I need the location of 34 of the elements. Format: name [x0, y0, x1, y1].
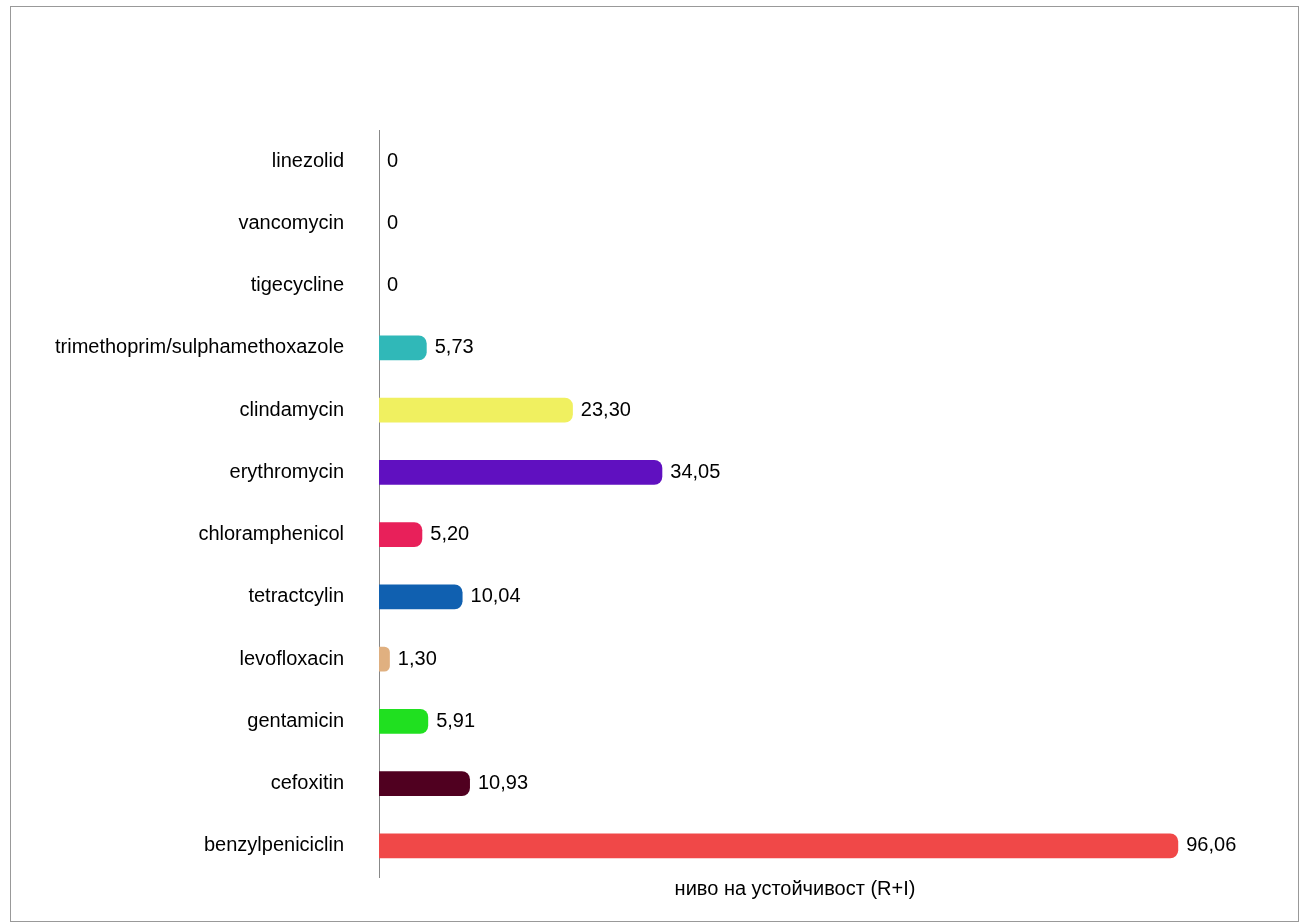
- data-label: 34,05: [670, 459, 721, 482]
- y-tick-label: levofloxacin: [239, 646, 345, 669]
- data-label: 5,91: [436, 708, 476, 731]
- data-label: 5,20: [430, 522, 470, 545]
- bar: [379, 771, 470, 797]
- bar: [379, 522, 423, 548]
- data-label: 0: [387, 210, 399, 233]
- bar: [379, 459, 663, 485]
- bar: [379, 646, 390, 672]
- data-label: 10,93: [477, 771, 529, 794]
- data-label: 5,73: [434, 335, 474, 358]
- bar: [379, 397, 573, 423]
- data-label: 10,04: [470, 584, 521, 607]
- y-tick-label: gentamicin: [247, 708, 345, 731]
- y-tick-label: tigecycline: [250, 273, 345, 296]
- y-tick-label: linezolid: [271, 148, 345, 171]
- y-tick-label: trimethoprim/sulphamethoxazole: [54, 335, 345, 358]
- x-axis-title: ниво на устойчивост (R+I): [674, 876, 916, 899]
- data-label: 1,30: [397, 646, 437, 669]
- y-tick-label: clindamycin: [239, 397, 345, 420]
- data-label: 23,30: [580, 397, 631, 420]
- y-tick-label: erythromycin: [229, 459, 345, 482]
- data-label: 96,06: [1186, 833, 1237, 856]
- bar: [379, 833, 1179, 859]
- data-label: 0: [387, 148, 399, 171]
- y-tick-label: tetractcylin: [248, 584, 345, 607]
- bar: [379, 708, 429, 734]
- y-tick-label: chloramphenicol: [198, 522, 345, 545]
- y-tick-label: cefoxitin: [270, 771, 345, 794]
- y-tick-label: benzylpeniciclin: [203, 833, 345, 856]
- y-tick-label: vancomycin: [238, 210, 345, 233]
- data-label: 0: [387, 273, 399, 296]
- bar: [379, 335, 427, 361]
- bar: [379, 584, 463, 610]
